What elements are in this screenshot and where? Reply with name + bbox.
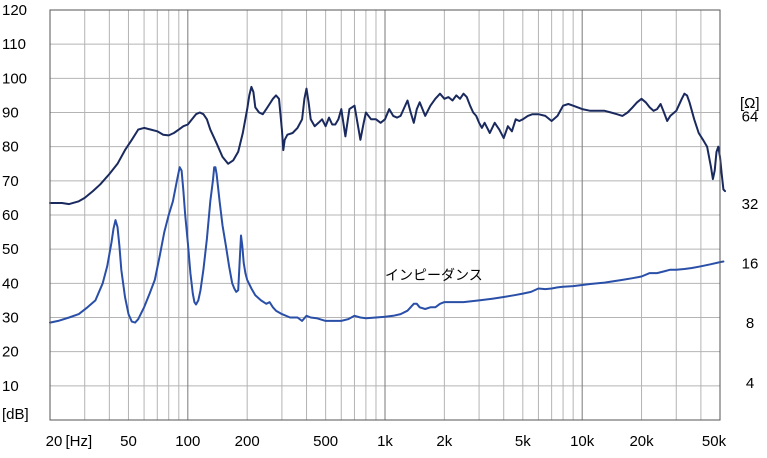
x-tick-label: 500 [313,433,338,450]
y-right-tick-label: 4 [746,375,754,392]
x-tick-label: 2k [436,433,452,450]
impedance-line [49,166,725,324]
y-left-tick-label: 10 [2,378,19,395]
y-right-tick-label: 32 [742,196,759,213]
y-right-tick-labels: 64 32 16 8 4 [742,109,759,392]
y-left-tick-label: 40 [2,275,19,292]
y-left-tick-label: 30 [2,310,19,327]
y-left-tick-label: 90 [2,105,19,122]
y-right-unit-label: [Ω] [740,95,760,112]
x-tick-label: 50k [702,433,727,450]
y-right-tick-label: 8 [746,315,754,332]
y-right-tick-label: 16 [742,256,759,273]
x-tick-labels: 20 [Hz] 50 100 200 500 1k 2k 5k 10k 20k 50k [46,433,727,450]
y-left-tick-label: 80 [2,139,19,156]
impedance-annotation: インピーダンス [385,267,483,283]
x-tick-label: 50 [120,433,137,450]
y-left-tick-label: 110 [2,36,26,53]
frequency-response-line [49,85,726,206]
y-left-tick-label: 120 [2,2,27,19]
y-left-tick-label: 20 [2,344,19,361]
x-tick-label: 10k [570,433,595,450]
y-left-tick-label: 100 [2,70,27,87]
y-left-tick-label: 70 [2,173,19,190]
y-left-tick-label: 60 [2,207,19,224]
major-grid [187,10,583,420]
y-left-tick-labels: 120 110 100 90 80 70 60 50 40 30 20 10 [2,2,27,395]
x-tick-label: 20 [46,433,63,450]
y-left-unit-label: [dB] [2,406,29,423]
x-tick-label: 20k [629,433,654,450]
x-tick-label: 200 [235,433,260,450]
y-right-tick-label: 64 [742,109,759,126]
series-layer [49,85,726,324]
plot-frame [49,9,721,421]
x-tick-label: 5k [515,433,531,450]
x-tick-label: 1k [377,433,393,450]
y-left-tick-label: 50 [2,241,19,258]
x-tick-label: 100 [175,433,200,450]
x-tick-label: [Hz] [65,433,92,450]
